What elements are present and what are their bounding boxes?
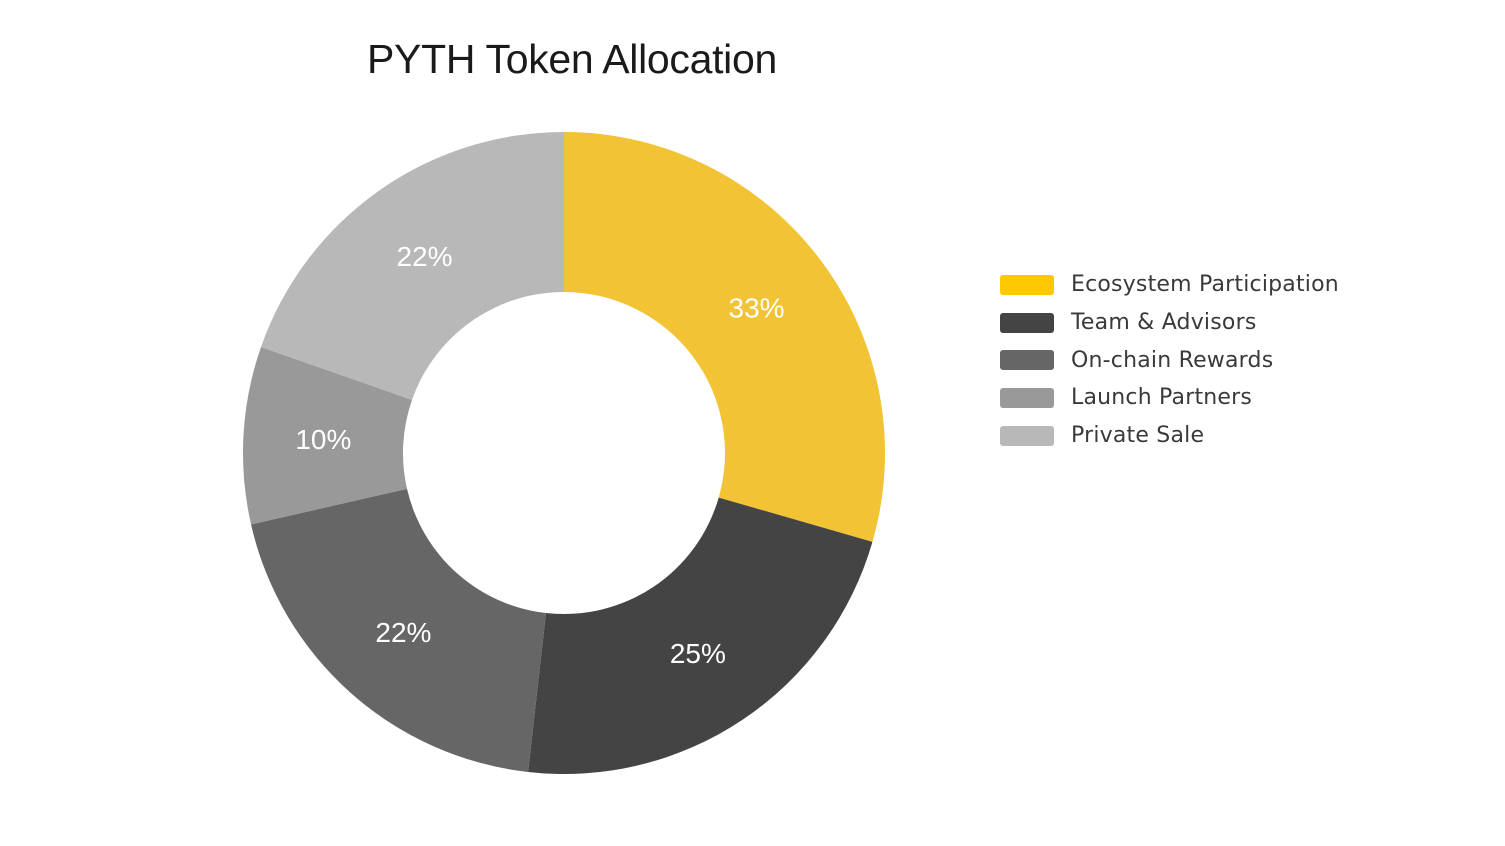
legend-item-1: Ecosystem Participation (1000, 266, 1339, 304)
slice-label-5: 22% (397, 241, 453, 272)
legend-label: Launch Partners (1071, 385, 1253, 411)
legend-item-3: On-chain Rewards (1000, 341, 1339, 379)
legend-swatch (1000, 350, 1054, 371)
slice-label-4: 10% (295, 424, 351, 455)
legend-swatch (1000, 387, 1054, 408)
slice-label-1: 33% (729, 293, 785, 324)
legend-swatch (1000, 425, 1054, 446)
legend-label: Ecosystem Participation (1071, 272, 1339, 298)
donut-slice-4 (242, 346, 413, 525)
legend-item-5: Private Sale (1000, 417, 1339, 455)
legend-swatch (1000, 274, 1054, 295)
legend-item-4: Launch Partners (1000, 379, 1339, 417)
slice-label-3: 22% (375, 617, 431, 648)
donut-slice-labels: 33% 25% 22% 10% 22% (295, 241, 784, 669)
donut-slices (242, 132, 885, 774)
legend-swatch (1000, 312, 1054, 333)
donut-slice-5 (261, 132, 564, 400)
legend-label: Team & Advisors (1071, 310, 1257, 336)
legend-label: On-chain Rewards (1071, 347, 1274, 373)
legend-item-2: Team & Advisors (1000, 304, 1339, 342)
donut-slice-2 (528, 497, 873, 774)
legend: Ecosystem Participation Team & Advisors On… (1000, 266, 1339, 454)
legend-label: Private Sale (1071, 423, 1205, 449)
donut-slice-3 (251, 488, 546, 772)
chart-title: PYTH Token Allocation (366, 36, 778, 82)
donut-slice-1 (564, 132, 885, 542)
slice-label-2: 25% (670, 638, 726, 669)
